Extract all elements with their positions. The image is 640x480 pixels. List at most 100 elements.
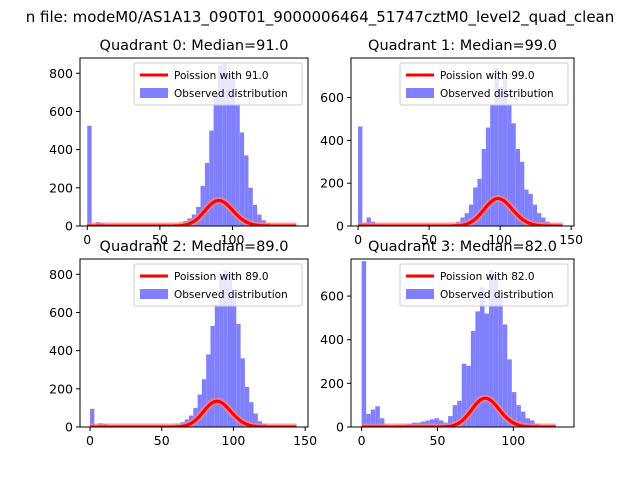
histogram-bar <box>448 416 453 427</box>
y-tick-label: 400 <box>320 133 344 148</box>
histogram-bar <box>253 413 258 427</box>
legend-label-observed: Observed distribution <box>174 88 288 100</box>
histogram-bar <box>524 189 529 226</box>
histogram-bar <box>494 67 499 226</box>
y-tick-label: 0 <box>65 420 73 435</box>
subplot-title: Quadrant 0: Median=91.0 <box>100 38 289 54</box>
legend-label-observed: Observed distribution <box>440 88 554 100</box>
plot-area <box>359 261 558 427</box>
legend-bar-swatch <box>140 289 168 299</box>
histogram-bar <box>370 409 376 427</box>
histogram-bar <box>490 104 495 226</box>
histogram-bar <box>484 313 490 427</box>
histogram-bar <box>468 204 474 226</box>
x-tick-label: 100 <box>501 433 525 448</box>
axes-frame <box>350 57 575 227</box>
histogram-bar <box>520 411 526 427</box>
x-tick-label: 100 <box>221 232 245 247</box>
x-tick-label: 0 <box>354 232 362 247</box>
y-tick-label: 200 <box>320 176 344 191</box>
x-tick-label: 0 <box>358 433 366 448</box>
histogram-bar <box>213 94 218 226</box>
histogram-bar <box>528 193 533 226</box>
histogram-bar <box>477 178 482 226</box>
histogram-bar <box>222 63 227 226</box>
x-tick-label: 100 <box>488 232 512 247</box>
histogram-bar <box>239 132 245 226</box>
legend-box <box>399 263 569 307</box>
x-tick-label: 50 <box>154 433 170 448</box>
histogram-bar <box>217 65 223 226</box>
y-tick-label: 200 <box>49 381 73 396</box>
legend-label-poisson: Poission with 89.0 <box>174 271 269 283</box>
histogram-bar <box>520 161 525 226</box>
histogram-bar <box>493 274 499 427</box>
histogram-bar <box>498 86 503 226</box>
histogram-bar <box>231 75 236 226</box>
histogram-bar <box>257 214 262 226</box>
x-tick-label: 50 <box>421 232 437 247</box>
histogram-bar <box>379 418 385 427</box>
histogram-bar <box>479 287 485 427</box>
x-tick-label: 150 <box>559 232 583 247</box>
poisson-curve <box>358 197 563 226</box>
legend-box <box>133 263 303 307</box>
legend-bar-swatch <box>406 88 434 98</box>
y-tick-label: 600 <box>49 305 73 320</box>
figure-title: n file: modeM0/AS1A13_090T01_9000006464_… <box>26 8 615 27</box>
histogram-bar <box>532 204 538 226</box>
legend: Poission with 99.0 Observed distribution <box>399 62 569 106</box>
histogram-bar <box>457 400 462 427</box>
histogram-bar <box>537 213 542 226</box>
x-tick-label: 0 <box>83 232 91 247</box>
legend-label-observed: Observed distribution <box>174 289 288 301</box>
histogram-bar <box>244 155 249 226</box>
y-tick-label: 800 <box>49 66 73 81</box>
histogram-bar <box>232 293 237 427</box>
histogram-bar <box>473 187 478 226</box>
subplot-title: Quadrant 3: Median=82.0 <box>368 239 557 255</box>
x-tick-label: 50 <box>430 433 446 448</box>
y-tick-label: 400 <box>49 142 73 157</box>
axes-frame <box>79 57 309 227</box>
histogram-bar <box>240 358 245 427</box>
legend-bar-swatch <box>406 289 434 299</box>
y-tick-label: 800 <box>49 267 73 282</box>
histogram-bar <box>90 408 95 427</box>
y-tick-label: 0 <box>336 219 344 234</box>
histogram-bar <box>434 418 439 427</box>
legend: Poission with 89.0 Observed distribution <box>133 263 303 307</box>
histogram-bar <box>489 269 494 427</box>
histogram-bar <box>204 163 210 226</box>
histogram-bar <box>248 187 253 226</box>
histogram-bar <box>227 272 232 427</box>
subplot-title: Quadrant 2: Median=89.0 <box>100 239 289 255</box>
subplot-title: Quadrant 1: Median=99.0 <box>368 38 557 54</box>
axes-frame <box>350 258 575 428</box>
histogram-bar <box>375 406 380 427</box>
histogram-bar <box>498 296 503 427</box>
histogram-bar <box>200 185 205 226</box>
legend-label-poisson: Poission with 82.0 <box>440 271 535 283</box>
histogram-bar <box>502 76 508 226</box>
histogram-bar <box>470 331 476 427</box>
subplot-0: Quadrant 0: Median=91.0 0 50 100 0 200 400 600 8… <box>49 38 309 247</box>
legend-label-poisson: Poission with 91.0 <box>174 70 269 82</box>
histogram-bar <box>201 379 207 427</box>
subplot-3: Quadrant 3: Median=82.0 0 50 100 0 200 400 600 P… <box>320 239 575 448</box>
x-tick-label: 100 <box>222 433 246 448</box>
histogram-bar <box>361 261 367 427</box>
y-tick-label: 400 <box>49 343 73 358</box>
legend-box <box>133 62 303 106</box>
histogram-bar <box>429 419 435 427</box>
axes-frame <box>79 258 309 428</box>
legend-label-poisson: Poission with 99.0 <box>440 70 535 82</box>
histogram-bar <box>223 270 228 427</box>
histogram-bar <box>507 359 512 427</box>
histogram-bar <box>511 392 517 427</box>
histogram-bar <box>214 304 220 427</box>
histogram-bar <box>358 126 363 226</box>
histogram-bar <box>249 402 254 427</box>
histogram-bar <box>464 213 469 226</box>
x-tick-label: 150 <box>293 433 317 448</box>
